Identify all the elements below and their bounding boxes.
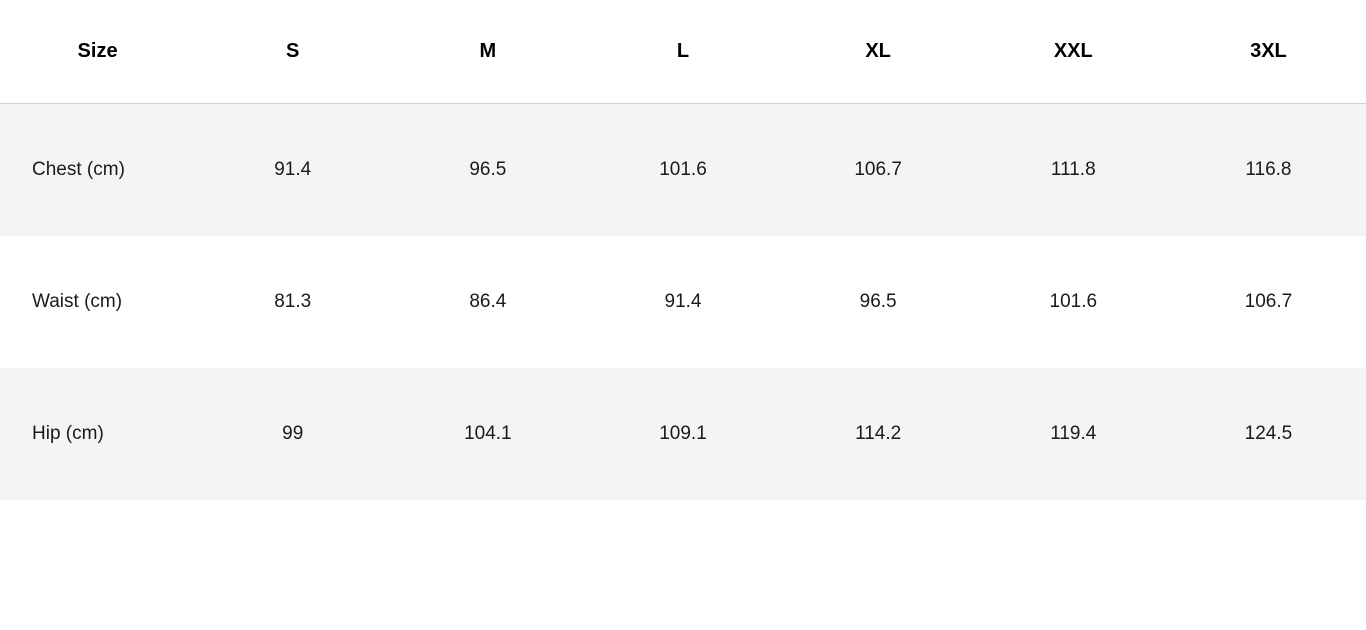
row-label-hip: Hip (cm) [0, 368, 195, 500]
header-xxl: XXL [976, 0, 1171, 104]
row-label-chest: Chest (cm) [0, 104, 195, 237]
cell: 99 [195, 368, 390, 500]
cell: 96.5 [390, 104, 585, 237]
cell: 116.8 [1171, 104, 1366, 237]
cell: 119.4 [976, 368, 1171, 500]
cell: 106.7 [1171, 236, 1366, 368]
cell: 124.5 [1171, 368, 1366, 500]
cell: 91.4 [585, 236, 780, 368]
cell: 81.3 [195, 236, 390, 368]
table-row: Hip (cm) 99 104.1 109.1 114.2 119.4 124.… [0, 368, 1366, 500]
cell: 106.7 [781, 104, 976, 237]
cell: 104.1 [390, 368, 585, 500]
header-m: M [390, 0, 585, 104]
cell: 86.4 [390, 236, 585, 368]
cell: 111.8 [976, 104, 1171, 237]
header-l: L [585, 0, 780, 104]
size-chart-table: Size S M L XL XXL 3XL Chest (cm) 91.4 96… [0, 0, 1366, 500]
cell: 114.2 [781, 368, 976, 500]
cell: 96.5 [781, 236, 976, 368]
cell: 91.4 [195, 104, 390, 237]
table-row: Waist (cm) 81.3 86.4 91.4 96.5 101.6 106… [0, 236, 1366, 368]
table-row: Chest (cm) 91.4 96.5 101.6 106.7 111.8 1… [0, 104, 1366, 237]
cell: 101.6 [976, 236, 1171, 368]
header-3xl: 3XL [1171, 0, 1366, 104]
cell: 109.1 [585, 368, 780, 500]
row-label-waist: Waist (cm) [0, 236, 195, 368]
cell: 101.6 [585, 104, 780, 237]
header-size: Size [0, 0, 195, 104]
table-header-row: Size S M L XL XXL 3XL [0, 0, 1366, 104]
header-xl: XL [781, 0, 976, 104]
header-s: S [195, 0, 390, 104]
